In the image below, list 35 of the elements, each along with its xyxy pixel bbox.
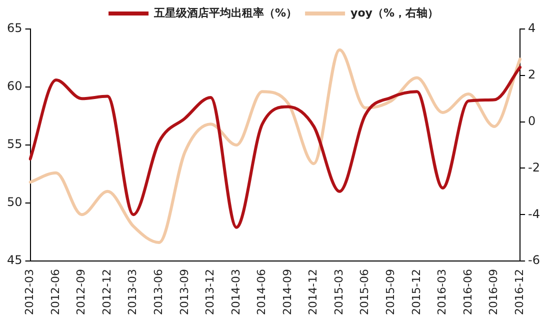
- x-tick-label: 2013-06: [152, 269, 166, 316]
- x-tick-label: 2014-09: [280, 269, 294, 316]
- y2-tick-label: -2: [528, 160, 540, 174]
- x-tick-label: 2016-12: [512, 269, 526, 316]
- y-tick-label: 60: [6, 79, 22, 94]
- y2-tick-label: 4: [528, 21, 536, 36]
- x-tick-label: 2015-06: [358, 269, 372, 316]
- x-tick-label: 2016-03: [436, 269, 449, 316]
- x-tick-label: 2016-09: [487, 269, 500, 316]
- x-tick-label: 2014-12: [306, 269, 320, 316]
- x-tick-label: 2016-06: [461, 269, 474, 316]
- x-tick-label: 2012-06: [48, 269, 62, 316]
- x-tick-label: 2013-12: [204, 269, 217, 316]
- y2-tick-label: -4: [528, 206, 540, 221]
- x-tick-label: 2014-06: [255, 269, 268, 316]
- x-tick-label: 2013-09: [178, 269, 191, 316]
- x-tick-label: 2015-09: [384, 269, 398, 316]
- legend-label: 五星级酒店平均出租率（%）: [153, 6, 298, 20]
- y-tick-label: 65: [6, 21, 22, 36]
- y2-tick-label: -6: [528, 253, 540, 268]
- y-tick-label: 45: [6, 253, 22, 268]
- x-tick-label: 2015-03: [332, 269, 346, 316]
- x-tick-label: 2012-09: [74, 269, 88, 316]
- line-series: [28, 48, 522, 244]
- x-tick-label: 2015-12: [410, 269, 423, 316]
- y2-tick-label: 2: [528, 68, 536, 82]
- y-tick-label: 55: [6, 137, 22, 152]
- y-tick-label: 50: [6, 195, 22, 210]
- x-tick-label: 2014-03: [229, 269, 242, 316]
- x-tick-label: 2012-12: [100, 269, 114, 316]
- y2-tick-label: 0: [528, 114, 536, 128]
- legend-label: yoy（%，右轴）: [350, 6, 438, 20]
- x-tick-label: 2013-03: [126, 269, 140, 316]
- x-tick-label: 2012-03: [23, 269, 36, 316]
- line-series: [28, 66, 522, 229]
